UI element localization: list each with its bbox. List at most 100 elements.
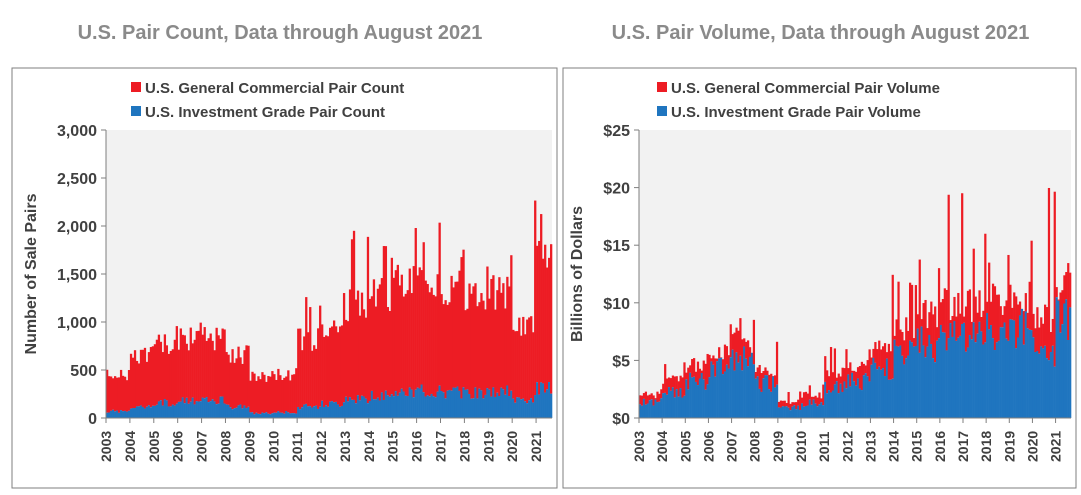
bar-investment-grade [510,390,513,418]
bar-investment-grade [265,412,268,418]
bar-investment-grade [980,331,983,418]
bar-general-commercial [143,347,147,409]
bar-general-commercial [404,293,407,396]
bar-investment-grade [446,390,449,418]
bar-investment-grade [159,400,163,418]
bar-general-commercial [376,288,380,398]
bar-investment-grade [474,387,477,418]
bar-investment-grade [644,404,648,418]
bar-general-commercial [671,375,675,388]
bar-general-commercial [470,293,473,399]
bar-general-commercial [764,367,767,376]
bar-general-commercial [536,245,539,383]
bar-investment-grade [1009,319,1012,418]
bar-general-commercial [524,334,527,402]
bar-investment-grade [480,390,483,418]
bar-general-commercial [737,330,740,363]
bar-general-commercial [999,306,1002,328]
bar-investment-grade [984,342,987,418]
bar-investment-grade [920,326,923,418]
bar-general-commercial [990,301,993,326]
bar-general-commercial [285,376,288,412]
bar-general-commercial [113,376,117,412]
bar-general-commercial [229,362,232,408]
y-tick-label: 500 [70,363,97,380]
bar-general-commercial [207,338,210,403]
bar-investment-grade [1038,353,1041,418]
bar-general-commercial [456,281,459,387]
bar-general-commercial [988,262,991,330]
bar-general-commercial [368,298,372,401]
bar-general-commercial [153,344,157,406]
bar-investment-grade [147,405,151,418]
bar-investment-grade [681,397,684,418]
bar-investment-grade [518,397,521,418]
bar-investment-grade [129,408,133,418]
bar-investment-grade [534,395,537,418]
bar-investment-grade [835,381,838,418]
pair-count-panel: U.S. Pair Count, Data through August 202… [11,22,558,489]
bar-general-commercial [151,346,155,406]
bar-investment-grade [1053,366,1056,418]
bar-general-commercial [334,326,338,402]
bar-investment-grade [360,395,364,418]
bar-general-commercial [283,377,286,414]
bar-general-commercial [808,385,811,400]
bar-investment-grade [221,396,224,418]
bar-investment-grade [247,406,250,418]
bar-investment-grade [338,406,342,418]
bar-general-commercial [195,331,198,402]
bar-general-commercial [864,365,867,374]
bar-general-commercial [281,379,284,413]
bar-investment-grade [991,338,995,418]
bar-general-commercial [107,376,111,413]
bar-investment-grade [664,392,667,418]
bar-general-commercial [241,363,244,409]
bar-general-commercial [171,349,174,405]
bar-investment-grade [179,401,182,418]
bar-general-commercial [221,328,224,397]
bar-general-commercial [920,319,923,327]
y-tick-label: 2,000 [57,219,97,236]
bar-investment-grade [826,393,829,418]
bar-investment-grade [909,340,912,418]
bar-general-commercial [953,296,956,321]
bar-investment-grade [783,406,786,418]
bar-general-commercial [704,363,707,390]
bar-investment-grade [918,352,921,418]
bar-investment-grade [458,390,461,418]
bar-general-commercial [348,289,352,398]
bar-general-commercial [520,335,523,400]
bar-general-commercial [237,346,240,406]
bar-general-commercial [797,399,800,406]
bar-investment-grade [217,403,220,418]
bar-investment-grade [171,404,174,418]
bar-investment-grade [462,387,465,418]
bar-general-commercial [966,290,970,348]
bar-general-commercial [291,374,294,414]
x-tick-label: 2009 [241,431,257,462]
bar-investment-grade [739,355,742,418]
bar-general-commercial [882,346,885,369]
bar-general-commercial [422,242,425,393]
bar-investment-grade [291,413,294,418]
bar-general-commercial [354,299,358,404]
bar-investment-grade [922,345,925,418]
bar-general-commercial [438,222,441,386]
bar-investment-grade [540,382,543,418]
bar-general-commercial [1026,312,1029,329]
bar-general-commercial [217,335,220,404]
bar-investment-grade [968,335,972,418]
bar-investment-grade [883,376,887,418]
bar-investment-grade [1001,327,1004,418]
bar-investment-grade [928,334,931,418]
bar-investment-grade [406,396,409,418]
bar-investment-grade [514,402,517,418]
bar-investment-grade [277,411,280,418]
bar-investment-grade [903,364,906,418]
bar-general-commercial [853,370,856,382]
bar-investment-grade [1044,345,1047,418]
bar-general-commercial [157,334,161,402]
bar-investment-grade [484,394,487,418]
x-tick-label: 2017 [433,431,449,462]
